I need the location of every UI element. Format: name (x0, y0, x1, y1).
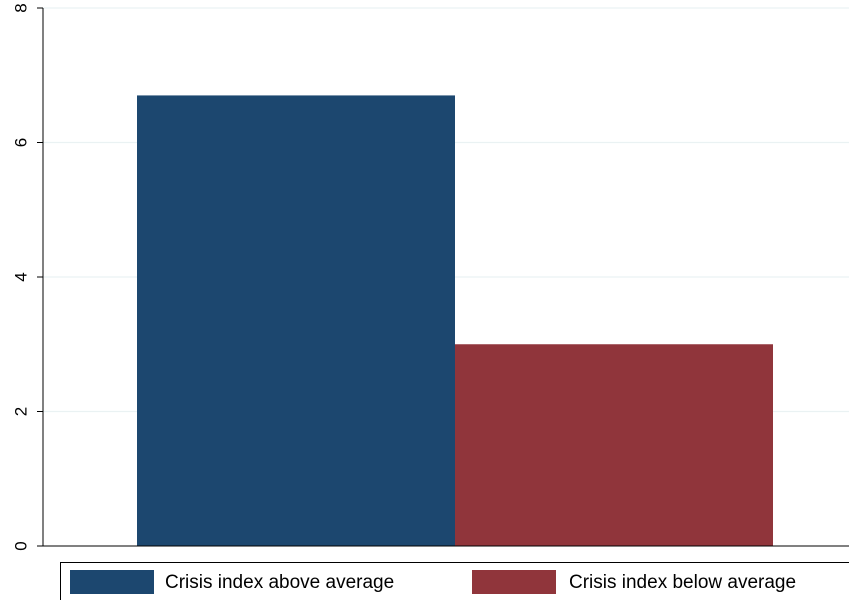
legend-label-1: Crisis index above average (165, 572, 394, 593)
y-tick-label-8: 8 (11, 3, 30, 12)
bar-1 (137, 95, 455, 546)
legend: Crisis index above average Crisis index b… (61, 563, 849, 601)
y-tick-label-4: 4 (11, 272, 30, 281)
y-tick-label-2: 2 (11, 407, 30, 416)
y-tick-label-0: 0 (11, 541, 30, 550)
bar-2 (455, 344, 773, 546)
legend-label-2: Crisis index below average (569, 572, 796, 593)
bars (137, 95, 773, 546)
legend-swatch-1 (70, 570, 154, 594)
y-tick-label-6: 6 (11, 138, 30, 147)
legend-swatch-2 (472, 570, 556, 594)
